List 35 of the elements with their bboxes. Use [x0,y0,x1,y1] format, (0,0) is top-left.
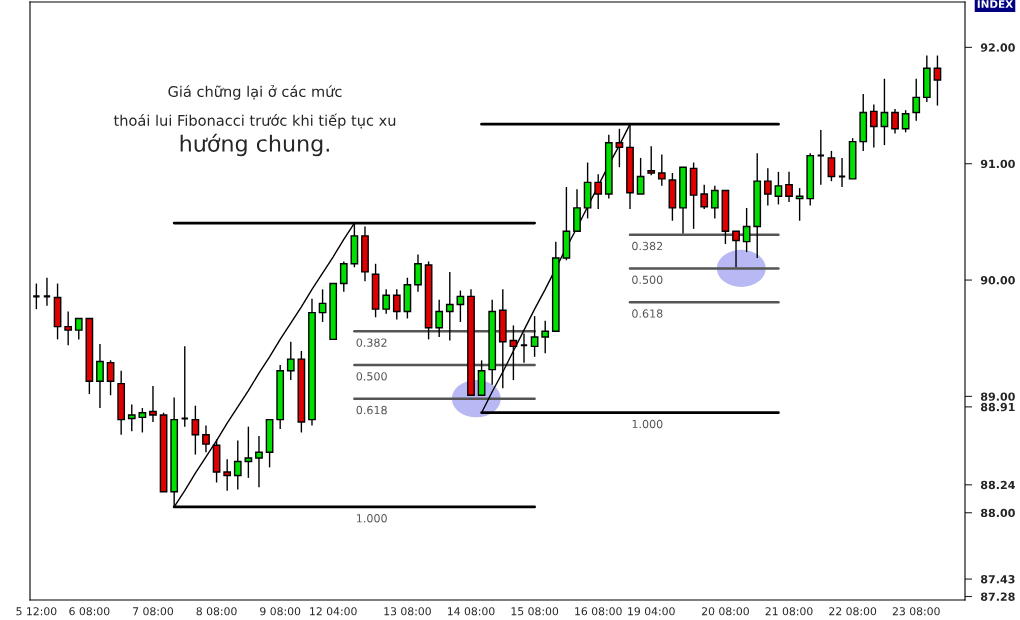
x-tick-label: 22 08:00 [829,607,877,616]
x-tick-label: 16 08:00 [575,607,622,616]
annotation: 0.382 [356,338,387,347]
annotation: hướng chung. [180,133,329,157]
x-tick-label: 8 08:00 [196,607,237,616]
x-tick-label: 23 08:00 [892,607,940,616]
annotation: 1.000 [357,514,387,523]
annotation: Giá chững lại ở các mức thoái lui Fibonacci trước khi tiếp tục xu [113,85,396,129]
annotation: 0.500 [356,372,387,381]
y-tick-label: 89.00 [980,392,1015,401]
x-tick-label: 20 08:00 [701,607,749,616]
y-tick-label: 88.24 [980,480,1015,490]
y-tick-label: 87.43 [980,575,1015,584]
y-tick-label: 90.00 [980,276,1015,285]
x-tick-label: 5 12:00 [16,607,57,616]
annotation: 0.500 [632,275,663,284]
x-tick-label: 14 08:00 [447,607,495,616]
x-tick-label: 6 08:00 [69,607,110,616]
y-tick-label: 92.00 [980,43,1015,52]
y-tick-label: 88.00 [980,508,1015,518]
x-tick-label: 7 08:00 [133,607,174,616]
annotation: 1.000 [632,419,663,429]
annotation: 0.618 [632,309,663,318]
y-tick-label: 88.91 [980,402,1015,412]
y-tick-label: 87.28 [980,592,1015,601]
y-tick-label: 91.00 [980,159,1015,169]
annotation: 0.618 [356,405,387,415]
text: INDEX [977,0,1013,8]
x-tick-label: 13 08:00 [384,607,431,616]
x-tick-label: 12 04:00 [310,607,357,616]
x-tick-label: 15 08:00 [511,607,559,616]
x-tick-label: 19 04:00 [628,607,675,616]
annotation: 0.382 [632,241,663,251]
x-tick-label: 9 08:00 [260,607,301,616]
x-tick-label: 21 08:00 [765,607,813,616]
